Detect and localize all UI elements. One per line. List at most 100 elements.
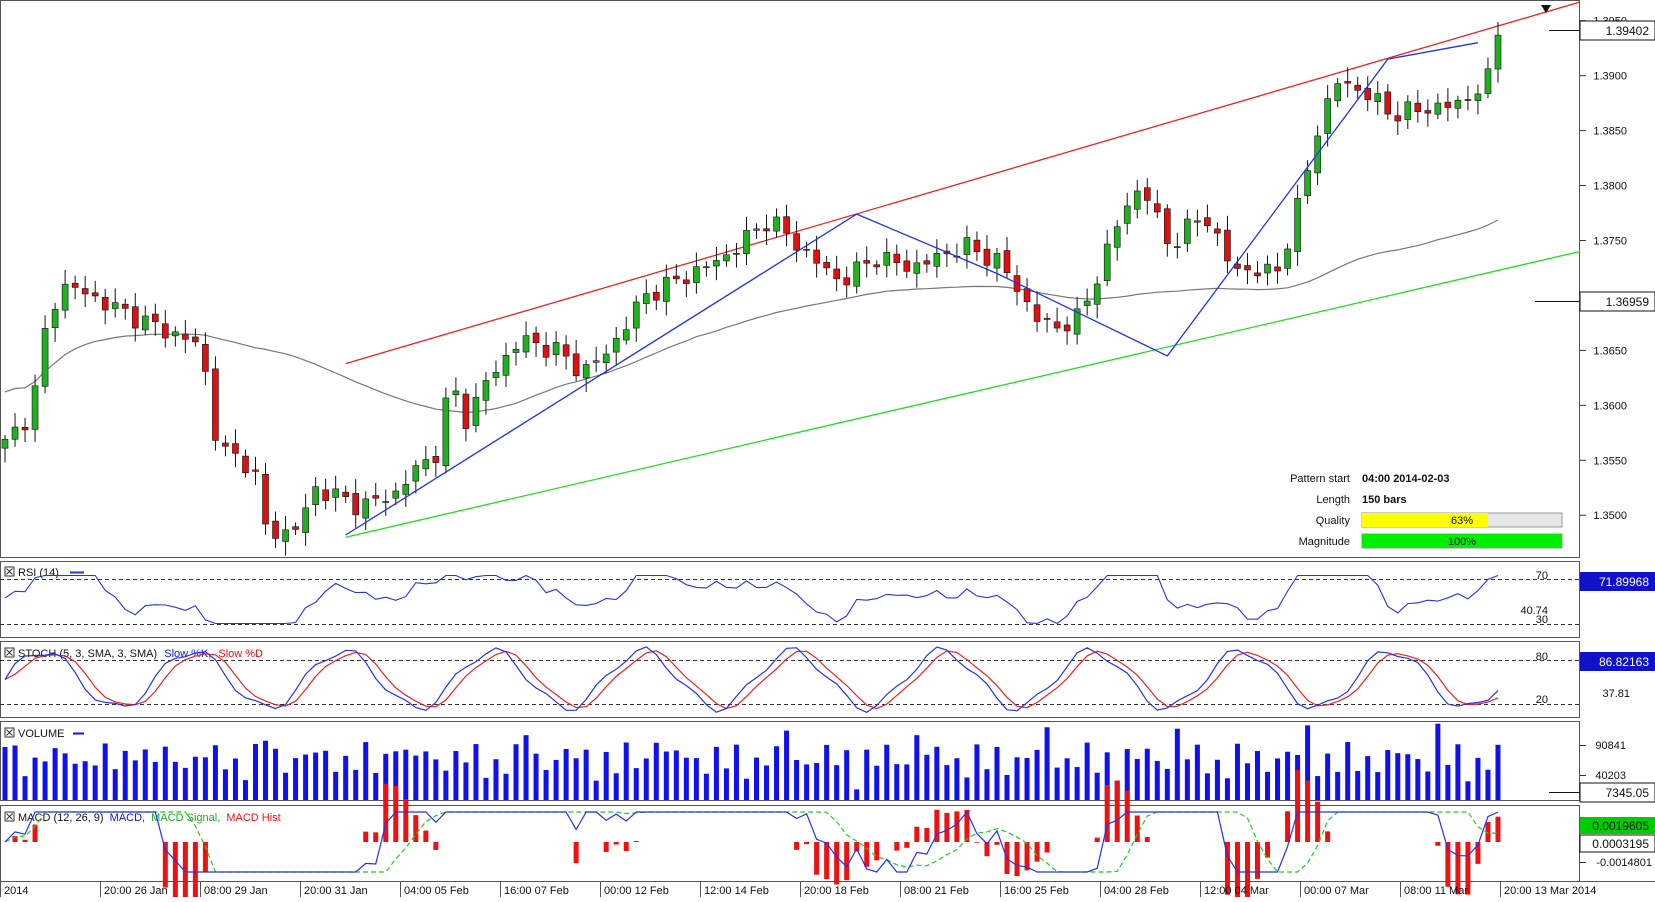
volume-bar bbox=[804, 764, 809, 800]
candle-bull bbox=[743, 230, 749, 253]
candle-bear bbox=[1214, 229, 1220, 233]
macd-tick-low: -0.0014801 bbox=[1596, 857, 1652, 869]
macd-hist-bar bbox=[974, 842, 979, 843]
volume-bar bbox=[834, 765, 839, 800]
macd-hist-bar bbox=[994, 842, 999, 845]
volume-bar bbox=[1255, 751, 1260, 800]
candle-bull bbox=[613, 338, 619, 352]
volume-bar bbox=[1065, 758, 1070, 800]
volume-bar bbox=[403, 750, 408, 800]
volume-bar bbox=[313, 753, 318, 800]
candle-bull bbox=[693, 267, 699, 283]
magnitude-value: 100% bbox=[1448, 536, 1476, 548]
x-tick-label: 20:00 31 Jan bbox=[304, 885, 368, 897]
volume-bar bbox=[203, 757, 208, 800]
macd-hist-bar bbox=[844, 842, 849, 880]
y-tick-label: 1.3800 bbox=[1593, 181, 1627, 193]
volume-bar bbox=[534, 754, 539, 800]
macd-hist-bar bbox=[23, 840, 28, 842]
volume-bar bbox=[33, 758, 38, 800]
candle-bear bbox=[814, 250, 820, 263]
volume-bar bbox=[584, 750, 589, 800]
macd-hist-bar bbox=[804, 842, 809, 844]
volume-bar bbox=[774, 746, 779, 800]
candle-bull bbox=[1295, 198, 1301, 251]
volume-bar bbox=[614, 773, 619, 800]
volume-bar bbox=[1135, 759, 1140, 800]
ma-value-tag: 1.36959 bbox=[1535, 292, 1655, 311]
candle-bear bbox=[573, 354, 579, 376]
volume-bar bbox=[754, 758, 759, 800]
candle-bull bbox=[1305, 171, 1311, 196]
volume-bar bbox=[293, 758, 298, 800]
candle-bull bbox=[62, 284, 68, 310]
candle-bull bbox=[1084, 301, 1090, 306]
stoch-level-20-label: 20 bbox=[1536, 694, 1548, 706]
volume-bar bbox=[604, 752, 609, 800]
volume-bar bbox=[1085, 743, 1090, 800]
candle-bear bbox=[1064, 325, 1070, 331]
x-tick-label: 20:00 26 Jan bbox=[104, 885, 168, 897]
candle-bull bbox=[42, 328, 48, 386]
magnitude-label: Magnitude bbox=[1299, 536, 1350, 548]
candle-bull bbox=[493, 372, 499, 377]
macd-hist-bar bbox=[924, 828, 929, 842]
length-value: 150 bars bbox=[1362, 494, 1407, 506]
volume-bar bbox=[353, 770, 358, 800]
macd-hist-label: MACD Hist bbox=[226, 812, 280, 824]
volume-bar bbox=[1365, 756, 1370, 800]
volume-bar bbox=[564, 749, 569, 800]
candle-bull bbox=[1134, 191, 1140, 209]
pattern-start-label: Pattern start bbox=[1290, 473, 1350, 485]
volume-bar bbox=[363, 742, 368, 800]
candle-bear bbox=[904, 261, 910, 272]
volume-bar bbox=[664, 752, 669, 800]
volume-bar bbox=[163, 747, 168, 800]
macd-hist-bar bbox=[944, 813, 949, 842]
macd-hist-bar bbox=[1095, 838, 1100, 842]
volume-bar bbox=[323, 751, 328, 800]
volume-bar bbox=[684, 758, 689, 800]
candle-bull bbox=[513, 349, 519, 352]
candle-bull bbox=[393, 491, 399, 498]
volume-bar bbox=[554, 760, 559, 800]
rsi-mid-label: 40.74 bbox=[1520, 605, 1548, 617]
y-tick-label: 1.3900 bbox=[1593, 71, 1627, 83]
candle-bear bbox=[784, 217, 790, 234]
candle-bull bbox=[1435, 103, 1441, 114]
volume-bar bbox=[1145, 749, 1150, 800]
candle-bear bbox=[1164, 209, 1170, 244]
volume-bar bbox=[1275, 758, 1280, 800]
volume-bar bbox=[514, 744, 519, 800]
candle-bull bbox=[884, 252, 890, 265]
macd-hist-bar bbox=[1435, 842, 1440, 846]
volume-panel: VOLUME 90841 40203 7345.05 bbox=[3, 724, 1655, 802]
candle-bear bbox=[232, 444, 238, 454]
y-tick-label: 1.3650 bbox=[1593, 345, 1627, 357]
candle-bear bbox=[293, 527, 299, 530]
volume-bar bbox=[624, 742, 629, 800]
rsi-panel: RSI (14) 70 30 40.74 71.89968 bbox=[0, 567, 1655, 626]
volume-bar bbox=[223, 769, 228, 800]
volume-bar bbox=[1455, 744, 1460, 800]
candle-bear bbox=[92, 293, 98, 296]
macd-hist-bar bbox=[814, 842, 819, 875]
volume-bar bbox=[1355, 771, 1360, 800]
candle-bull bbox=[1104, 244, 1110, 281]
candle-bear bbox=[1345, 81, 1351, 83]
volume-bar bbox=[1155, 761, 1160, 800]
stoch-mid-label: 37.81 bbox=[1602, 688, 1630, 700]
macd-hist-bar bbox=[1305, 781, 1310, 842]
candle-bear bbox=[834, 269, 840, 279]
candle-bull bbox=[1184, 219, 1190, 243]
x-tick-label: 20:00 13 Mar 2014 bbox=[1504, 885, 1596, 897]
volume-bar bbox=[1045, 727, 1050, 800]
x-tick-label: 2014 bbox=[4, 885, 28, 897]
x-tick-label: 04:00 05 Feb bbox=[404, 885, 469, 897]
volume-bar bbox=[1315, 776, 1320, 800]
candle-bull bbox=[303, 508, 309, 533]
macd-hist-bar bbox=[604, 842, 609, 852]
macd-hist-bar bbox=[914, 827, 919, 842]
volume-bar bbox=[173, 762, 178, 800]
